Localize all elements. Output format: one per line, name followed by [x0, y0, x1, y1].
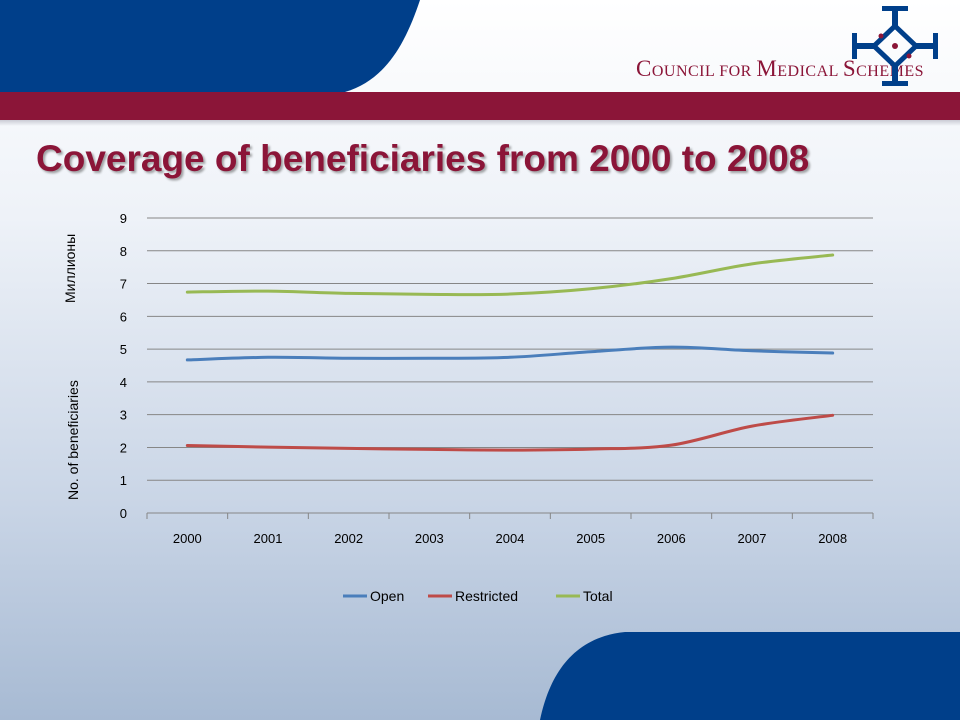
brand-name-part: CHEMES [856, 63, 925, 80]
brand-name: COUNCIL FOR MEDICAL SCHEMES [636, 56, 924, 82]
brand-name-part: EDICAL [777, 63, 843, 80]
y-axis-unit-label: Миллионы [62, 234, 78, 303]
brand-name-part: OUNCIL FOR [651, 63, 757, 80]
y-tick-label: 9 [120, 211, 127, 226]
x-tick-label: 2002 [334, 531, 363, 546]
legend-label: Restricted [455, 588, 518, 604]
legend-label: Open [370, 588, 404, 604]
y-tick-label: 4 [120, 375, 127, 390]
band-shadow [0, 120, 960, 126]
top-blue-wave [0, 0, 420, 92]
x-tick-label: 2008 [818, 531, 847, 546]
x-tick-label: 2000 [173, 531, 202, 546]
series-line-total [185, 253, 835, 297]
bottom-blue-wave [540, 632, 960, 720]
y-tick-label: 6 [120, 309, 127, 324]
y-tick-label: 1 [120, 473, 127, 488]
y-tick-label: 8 [120, 244, 127, 259]
slide-title: Coverage of beneficiaries from 2000 to 2… [36, 138, 810, 179]
brand-name-part: C [636, 56, 652, 81]
legend-label: Total [583, 588, 613, 604]
x-tick-label: 2003 [415, 531, 444, 546]
series-line-open [185, 345, 835, 362]
y-tick-label: 3 [120, 408, 127, 423]
maroon-band [0, 92, 960, 120]
y-tick-label: 0 [120, 506, 127, 521]
brand-name-part: S [842, 56, 857, 81]
y-axis-label: No. of beneficiaries [65, 380, 81, 500]
x-tick-label: 2007 [738, 531, 767, 546]
beneficiaries-line-chart: 0 1 2 3 4 5 6 7 8 9 2000 2001 2002 2003 2004 2005 2006 20… [62, 211, 874, 604]
brand-name-part: M [756, 56, 778, 81]
x-tick-label: 2001 [254, 531, 283, 546]
x-tick-label: 2006 [657, 531, 686, 546]
y-tick-label: 7 [120, 277, 127, 292]
y-tick-label: 5 [120, 342, 127, 357]
x-tick-label: 2005 [576, 531, 605, 546]
cms-logo-icon [852, 6, 938, 86]
x-tick-label: 2004 [496, 531, 525, 546]
y-tick-label: 2 [120, 440, 127, 455]
series-line-restricted [185, 413, 835, 452]
